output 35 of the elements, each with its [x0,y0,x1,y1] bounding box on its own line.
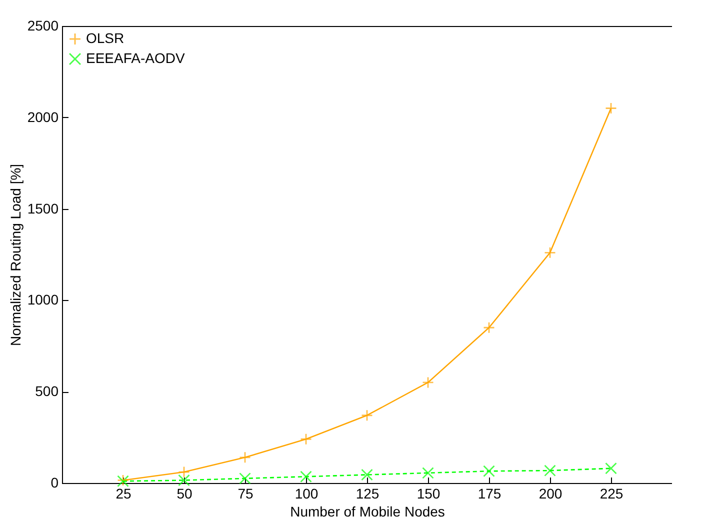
point [422,376,434,388]
y-tick-label: 0 [50,474,59,490]
point [544,464,556,477]
y-tick-label: 1000 [27,292,59,308]
x-tick-label: 25 [116,486,132,502]
x-tick-label: 100 [294,486,318,502]
point [605,102,617,114]
y-tick-label: 2000 [27,108,59,125]
x-tick-label: 200 [538,486,562,502]
point [361,468,373,481]
point [178,474,190,486]
point [300,433,312,446]
x-tick-label: 150 [416,486,440,502]
point [239,451,251,464]
point [483,465,495,478]
x-tick-label: 50 [176,486,192,502]
legend-label: OLSR [86,30,124,46]
y-tick-label: 1500 [27,200,59,216]
point [605,462,617,474]
point [239,472,251,484]
point [422,467,434,479]
x-tick-label: 75 [238,486,254,502]
point [361,409,373,422]
x-tick-label: 175 [478,486,502,502]
point [300,470,312,483]
x-axis-title: Number of Mobile Nodes [290,504,445,520]
x-tick-label: 125 [356,486,380,502]
point [483,322,495,334]
point [544,246,556,259]
y-tick-label: 500 [35,383,59,400]
y-axis-title: Normalized Routing Load [%] [7,164,24,346]
x-tick-label: 225 [600,486,624,502]
point [178,466,190,478]
y-tick-label: 2500 [27,18,59,34]
legend-label: EEEAFA-AODV [86,50,186,66]
